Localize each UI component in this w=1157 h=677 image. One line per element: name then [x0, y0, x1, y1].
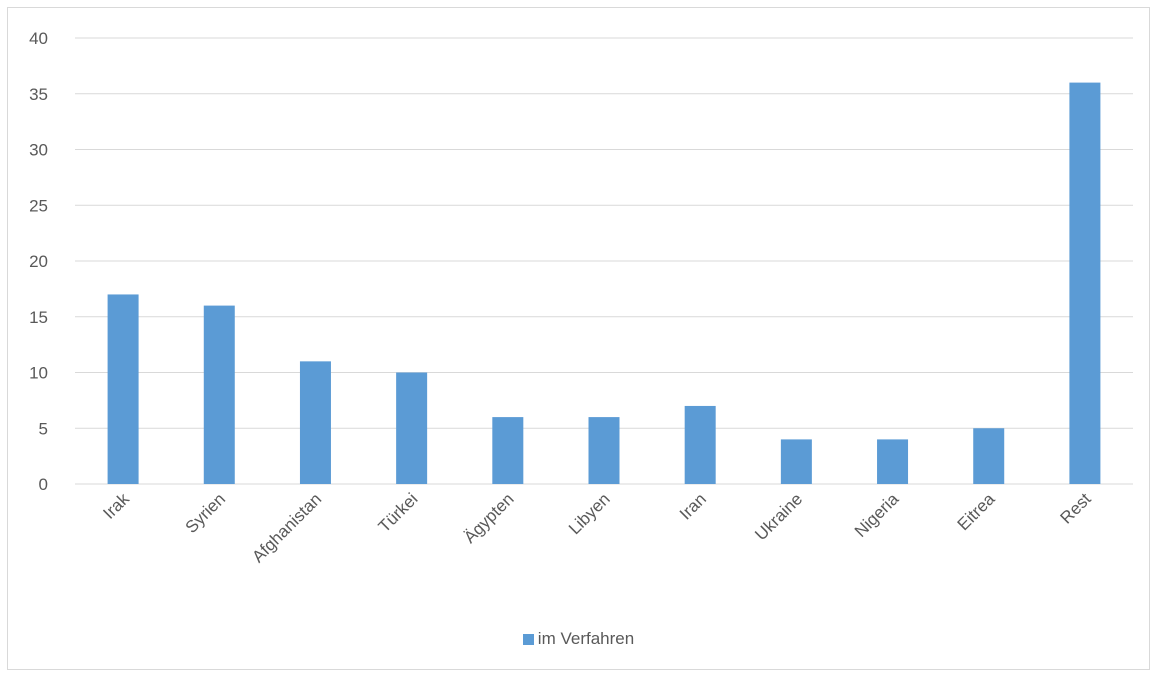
y-tick-label: 5	[39, 419, 48, 438]
legend: im Verfahren	[0, 629, 1157, 649]
bar-syrien	[203, 305, 235, 484]
legend-label: im Verfahren	[537, 629, 635, 648]
bar-eitrea	[973, 428, 1005, 484]
y-tick-label: 20	[29, 252, 48, 271]
x-tick-label: Ukraine	[751, 489, 806, 544]
x-tick-label: Rest	[1057, 489, 1095, 527]
bar-iran	[684, 405, 716, 484]
y-tick-label: 0	[39, 475, 48, 494]
bar-irak	[107, 294, 139, 484]
y-axis-ticks: 0 5 10 15 20 25 30 35 40	[29, 29, 48, 494]
y-tick-label: 15	[29, 308, 48, 327]
x-tick-label: Libyen	[565, 489, 614, 538]
chart-frame	[7, 7, 1150, 670]
x-tick-label: Nigeria	[851, 489, 903, 541]
x-tick-label: Eitrea	[954, 489, 999, 534]
bars	[107, 82, 1101, 484]
bar-nigeria	[877, 439, 909, 484]
bar-libyen	[588, 417, 620, 484]
x-tick-label: Iran	[676, 489, 710, 523]
y-tick-label: 30	[29, 141, 48, 160]
x-tick-label: Ägypten	[460, 489, 518, 547]
x-tick-label: Syrien	[182, 489, 230, 537]
bar-türkei	[396, 372, 428, 484]
y-tick-label: 40	[29, 29, 48, 48]
bar-rest	[1069, 82, 1101, 484]
x-tick-label: Irak	[99, 489, 133, 523]
y-tick-label: 10	[29, 364, 48, 383]
x-axis-ticks: Irak Syrien Afghanistan Türkei Ägypten Libyen…	[99, 489, 1094, 566]
y-tick-label: 35	[29, 85, 48, 104]
bar-ukraine	[780, 439, 812, 484]
bar-afghanistan	[299, 361, 331, 484]
bar-ägypten	[492, 417, 524, 484]
y-tick-label: 25	[29, 196, 48, 215]
x-tick-label: Afghanistan	[248, 489, 325, 566]
legend-swatch	[522, 634, 534, 645]
x-tick-label: Türkei	[375, 489, 422, 536]
